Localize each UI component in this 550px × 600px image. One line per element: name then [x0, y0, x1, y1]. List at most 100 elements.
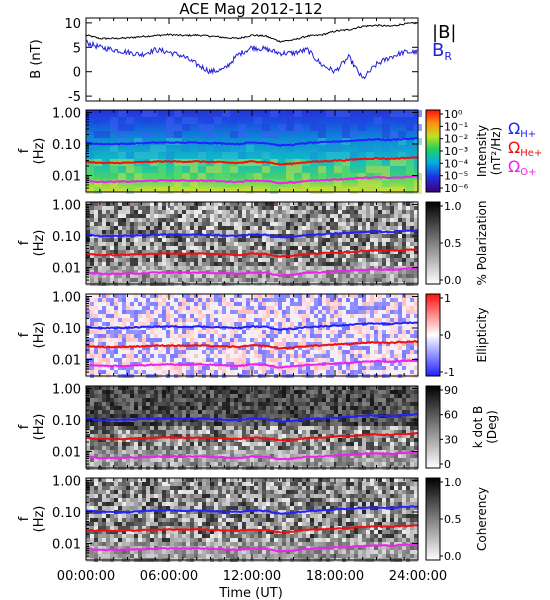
spectrogram-cell: [326, 326, 330, 330]
spectrogram-cell: [350, 326, 354, 330]
spectrogram-cell: [254, 218, 258, 222]
spectrogram-cell: [226, 294, 230, 298]
spectrogram-cell: [370, 242, 374, 246]
spectrogram-cell: [182, 334, 186, 338]
spectrogram-cell: [118, 226, 122, 230]
spectrogram-cell: [142, 402, 146, 406]
spectrogram-cell: [134, 442, 138, 446]
power-cell: [142, 117, 150, 124]
spectrogram-cell: [386, 314, 390, 318]
spectrogram-cell: [150, 294, 154, 298]
spectrogram-cell: [94, 266, 98, 270]
spectrogram-cell: [126, 450, 130, 454]
spectrogram-cell: [402, 330, 406, 334]
spectrogram-cell: [190, 358, 194, 362]
spectrogram-cell: [250, 302, 254, 306]
spectrogram-cell: [86, 402, 90, 406]
spectrogram-cell: [190, 354, 194, 358]
spectrogram-cell: [242, 438, 246, 442]
power-cell: [158, 145, 166, 152]
spectrogram-cell: [158, 278, 162, 282]
spectrogram-cell: [114, 346, 118, 350]
spectrogram-cell: [102, 202, 106, 206]
spectrogram-cell: [174, 238, 178, 242]
spectrogram-cell: [138, 394, 142, 398]
spectrogram-cell: [106, 338, 110, 342]
power-cell: [134, 152, 142, 159]
spectrogram-cell: [102, 314, 106, 318]
spectrogram-cell: [166, 414, 170, 418]
spectrogram-cell: [318, 334, 322, 338]
spectrogram-cell: [122, 258, 126, 262]
spectrogram-cell: [382, 302, 386, 306]
spectrogram-cell: [166, 306, 170, 310]
spectrogram-cell: [214, 358, 218, 362]
spectrogram-cell: [234, 394, 238, 398]
spectrogram-cell: [122, 298, 126, 302]
spectrogram-cell: [390, 354, 394, 358]
spectrogram-cell: [278, 334, 282, 338]
spectrogram-cell: [242, 254, 246, 258]
spectrogram-cell: [118, 330, 122, 334]
spectrogram-cell: [314, 326, 318, 330]
spectrogram-cell: [250, 366, 254, 370]
spectrogram-cell: [338, 306, 342, 310]
spectrogram-cell: [286, 262, 290, 266]
spectrogram-cell: [370, 306, 374, 310]
spectrogram-cell: [130, 318, 134, 322]
spectrogram-cell: [142, 218, 146, 222]
spectrogram-cell: [174, 418, 178, 422]
spectrogram-cell: [386, 250, 390, 254]
spectrogram-cell: [146, 206, 150, 210]
gyrofrequency-line: [85, 175, 419, 185]
spectrogram-cell: [202, 214, 206, 218]
spectrogram-cell: [222, 398, 226, 402]
spectrogram-cell: [246, 214, 250, 218]
spectrogram-cell: [202, 406, 206, 410]
spectrogram-cell: [102, 442, 106, 446]
spectrogram-cell: [346, 302, 350, 306]
spectrogram-cell: [146, 462, 150, 466]
spectrogram-cell: [146, 294, 150, 298]
spectrogram-cell: [130, 362, 134, 366]
spectrogram-cell: [258, 350, 262, 354]
power-cell: [270, 110, 278, 117]
spectrogram-cell: [354, 346, 358, 350]
spectrogram-cell: [170, 298, 174, 302]
spectrogram-cell: [326, 206, 330, 210]
spectrogram-cell: [142, 246, 146, 250]
spectrogram-cell: [130, 402, 134, 406]
spectrogram-cell: [266, 274, 270, 278]
spectrogram-cell: [226, 250, 230, 254]
spectrogram-cell: [174, 354, 178, 358]
spectrogram-cell: [390, 274, 394, 278]
spectrogram-cell: [262, 206, 266, 210]
spectrogram-cell: [134, 362, 138, 366]
spectrogram-cell: [238, 358, 242, 362]
power-cell: [302, 117, 310, 124]
spectrogram-cell: [194, 350, 198, 354]
spectrogram-cell: [142, 302, 146, 306]
spectrogram-cell: [382, 310, 386, 314]
spectrogram-cell: [282, 218, 286, 222]
spectrogram-cell: [138, 322, 142, 326]
spectrogram-cell: [334, 346, 338, 350]
spectrogram-cell: [162, 370, 166, 374]
spectrogram-cell: [90, 442, 94, 446]
spectrogram-cell: [406, 330, 410, 334]
spectrogram-cell: [394, 222, 398, 226]
spectrogram-cell: [266, 294, 270, 298]
spectrogram-cell: [358, 262, 362, 266]
spectrogram-cell: [94, 406, 98, 410]
spectrogram-cell: [174, 394, 178, 398]
spectrogram-cell: [402, 274, 406, 278]
spectrogram-cell: [286, 354, 290, 358]
spectrogram-cell: [346, 226, 350, 230]
spectrogram-cell: [258, 266, 262, 270]
spectrogram-cell: [394, 310, 398, 314]
spectrogram-cell: [122, 222, 126, 226]
spectrogram-cell: [206, 318, 210, 322]
spectrogram-cell: [394, 298, 398, 302]
spectrogram-cell: [326, 238, 330, 242]
spectrogram-cell: [350, 210, 354, 214]
